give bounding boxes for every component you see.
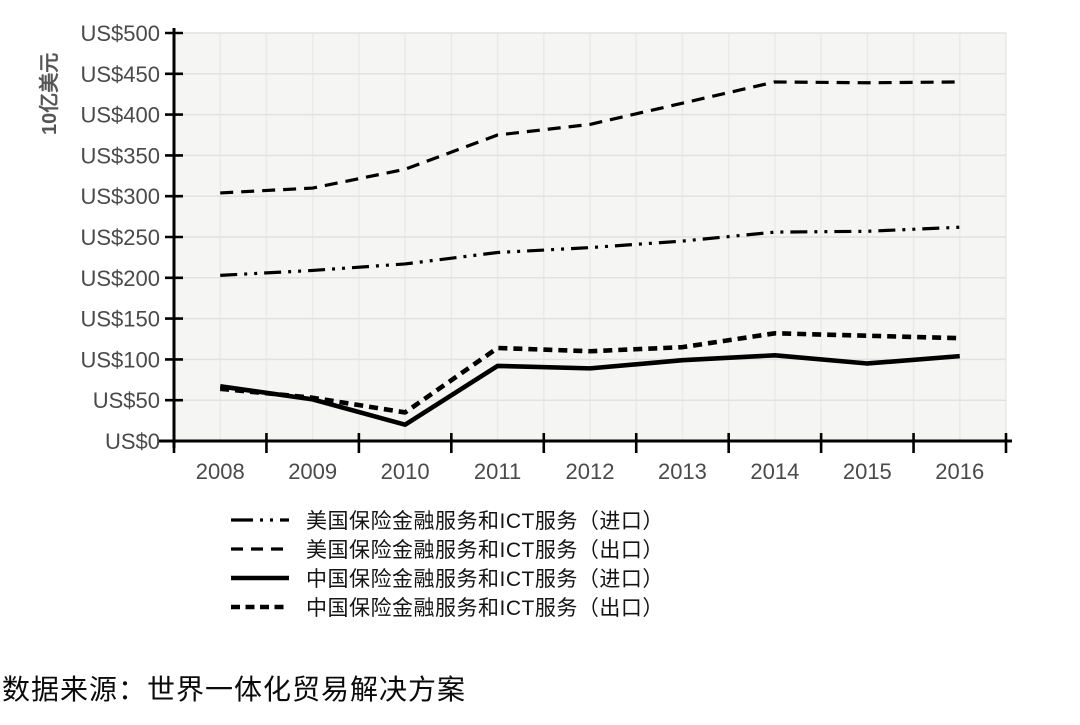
series-line-0 — [220, 225, 960, 277]
line-chart: US$0 US$50 US$100 US$150 US$200 US$250 US$300 U… — [37, 21, 1012, 484]
y-tick-label: US$250 — [80, 225, 160, 250]
series-line-1 — [220, 80, 960, 195]
y-tick-label: US$450 — [80, 62, 160, 87]
y-tick-label: US$350 — [80, 143, 160, 168]
legend-label: 中国保险金融服务和ICT服务（出口） — [306, 596, 664, 620]
legend-line-dense-dash-icon — [231, 604, 289, 609]
y-tick-label: US$0 — [105, 429, 160, 454]
legend-label: 美国保险金融服务和ICT服务（出口） — [306, 538, 664, 562]
x-tick-label: 2012 — [566, 459, 615, 484]
legend-item: 美国保险金融服务和ICT服务（进口） — [231, 505, 664, 534]
series-line-2 — [219, 353, 960, 427]
series-line-3 — [219, 330, 960, 415]
chart-legend: 美国保险金融服务和ICT服务（进口） 美国保险金融服务和ICT服务（出口） 中国… — [231, 505, 664, 621]
y-tick-label: US$200 — [80, 266, 160, 291]
legend-line-dash-icon — [231, 546, 289, 551]
legend-item: 美国保险金融服务和ICT服务（出口） — [231, 534, 664, 563]
x-tick-label: 2008 — [196, 459, 245, 484]
x-tick-label: 2014 — [750, 459, 799, 484]
y-axis-title: 10亿美元 — [37, 53, 61, 135]
legend-item: 中国保险金融服务和ICT服务（进口） — [231, 563, 664, 592]
y-tick-label: US$50 — [93, 388, 160, 413]
y-tick-label: US$500 — [80, 21, 160, 46]
data-source-note: 数据来源：世界一体化贸易解决方案 — [2, 675, 467, 706]
x-tick-label: 2015 — [843, 459, 892, 484]
legend-label: 美国保险金融服务和ICT服务（进口） — [306, 509, 664, 533]
legend-item: 中国保险金融服务和ICT服务（出口） — [231, 592, 664, 621]
y-tick-label: US$400 — [80, 103, 160, 128]
y-tick-label: US$100 — [80, 347, 160, 372]
x-tick-label: 2016 — [935, 459, 984, 484]
x-tick-label: 2009 — [288, 459, 337, 484]
legend-label: 中国保险金融服务和ICT服务（进口） — [306, 567, 664, 591]
y-tick-label: US$300 — [80, 184, 160, 209]
x-tick-label: 2010 — [381, 459, 430, 484]
x-tick-label: 2011 — [474, 459, 521, 484]
x-tick-label: 2013 — [658, 459, 707, 484]
legend-line-dash-dot-dot-icon — [231, 517, 289, 522]
legend-line-solid-icon — [231, 575, 289, 580]
y-tick-label: US$150 — [80, 307, 160, 332]
